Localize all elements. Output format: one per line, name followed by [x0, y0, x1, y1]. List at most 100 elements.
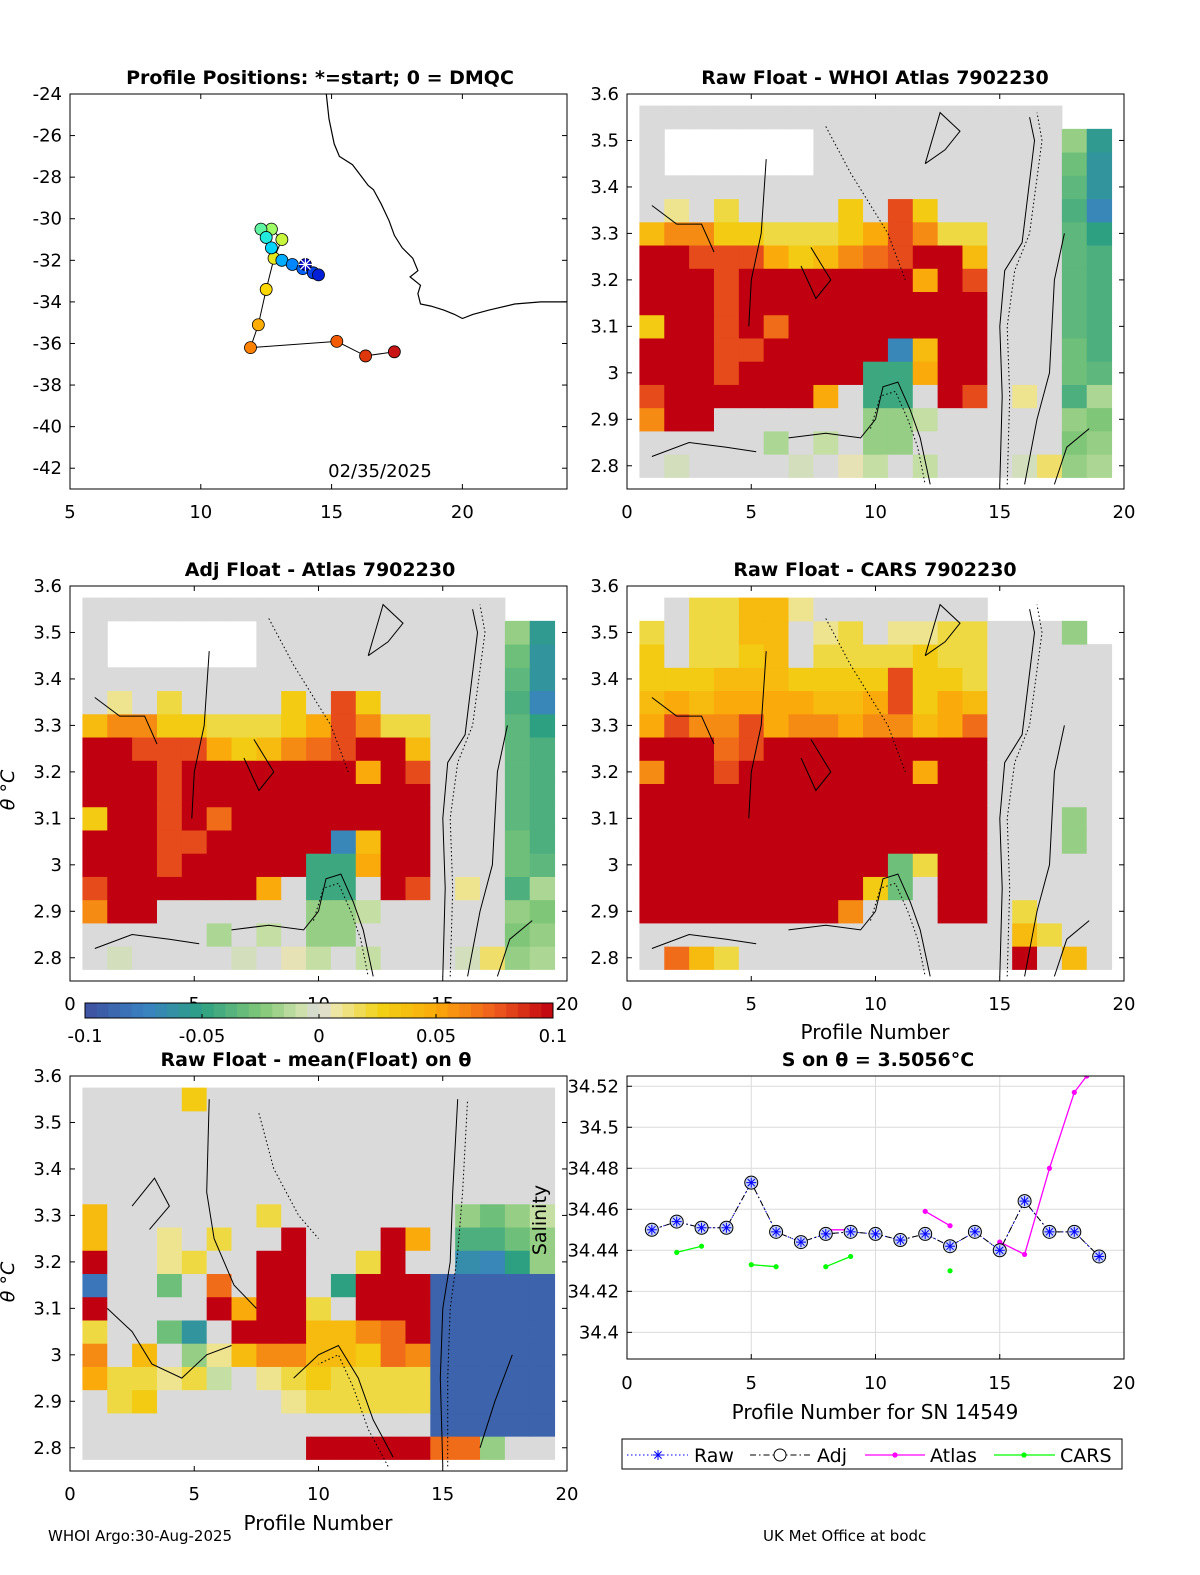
x-tick-label: 10: [864, 994, 887, 1015]
heatmap-cell: [788, 783, 814, 808]
heatmap-cell: [355, 899, 382, 924]
heatmap-cell: [306, 946, 332, 970]
heatmap-cell: [529, 737, 556, 761]
heatmap-cell: [788, 314, 814, 339]
heatmap-cell: [281, 1343, 307, 1367]
heatmap-cell: [529, 899, 556, 924]
heatmap-cell: [887, 245, 914, 269]
heatmap-cell: [937, 737, 963, 761]
heatmap-cell: [405, 806, 431, 831]
heatmap-cell: [1012, 198, 1038, 223]
heatmap-cell: [330, 1087, 357, 1112]
heatmap-cell: [82, 620, 108, 645]
x-tick-label: 5: [189, 1484, 200, 1505]
heatmap-cell: [763, 737, 790, 761]
heatmap-cell: [713, 221, 740, 246]
x-tick-label: 10: [189, 502, 212, 523]
heatmap-cell: [405, 1273, 431, 1298]
heatmap-cell: [887, 922, 914, 947]
heatmap-cell: [838, 620, 864, 645]
heatmap-cell: [689, 760, 715, 784]
heatmap-cell: [330, 946, 357, 970]
cars-point: [947, 1268, 953, 1274]
heatmap-cell: [132, 1134, 158, 1158]
heatmap-cell: [206, 1227, 233, 1251]
heatmap-cell: [838, 853, 864, 877]
heatmap-cell: [912, 384, 939, 409]
heatmap-cell: [1012, 620, 1038, 645]
heatmap-cell: [763, 105, 790, 130]
heatmap-cell: [639, 853, 665, 877]
heatmap-cell: [987, 922, 1013, 947]
heatmap-cell: [887, 597, 914, 622]
heatmap-cell: [1037, 876, 1063, 901]
heatmap-cell: [838, 128, 864, 153]
raw-cars-xlabel: Profile Number: [801, 1020, 951, 1044]
atlas-point: [947, 1223, 953, 1229]
heatmap-cell: [1037, 760, 1063, 784]
heatmap-cell: [206, 1389, 233, 1414]
heatmap-cell: [738, 899, 765, 924]
heatmap-cell: [863, 737, 889, 761]
cars-line: [676, 1245, 702, 1254]
heatmap-cell: [156, 1343, 183, 1367]
heatmap-cell: [156, 737, 183, 761]
heatmap-cell: [306, 620, 332, 645]
heatmap-cell: [380, 667, 406, 692]
y-tick-label: -28: [33, 167, 62, 188]
heatmap-cell: [380, 922, 406, 947]
y-tick-label: 3.3: [590, 715, 619, 736]
heatmap-cell: [156, 1273, 183, 1298]
heatmap-cell: [380, 829, 406, 854]
heatmap-cell: [181, 899, 208, 924]
heatmap-cell: [912, 175, 939, 200]
heatmap-cell: [132, 853, 158, 877]
heatmap-cell: [380, 1343, 406, 1367]
heatmap-cell: [912, 291, 939, 316]
heatmap-cell: [863, 175, 889, 200]
heatmap-cell: [813, 152, 839, 176]
heatmap-cell: [82, 1157, 108, 1182]
heatmap-cell: [82, 667, 108, 692]
heatmap-cell: [813, 922, 839, 947]
heatmap-cell: [405, 1412, 431, 1437]
heatmap-cell: [529, 876, 556, 901]
heatmap-cell: [380, 1110, 406, 1135]
heatmap-cell: [455, 1157, 481, 1182]
heatmap-cell: [788, 221, 814, 246]
heatmap-cell: [206, 1203, 233, 1228]
heatmap-cell: [1086, 760, 1113, 784]
raw-cars-panel: Raw Float - CARS 7902230 0 5 10 15 20 2.8 2.9 3…: [590, 559, 1135, 1044]
salinity-plot-area: [644, 1076, 1107, 1274]
heatmap-cell: [504, 1110, 531, 1135]
heatmap-cell: [788, 760, 814, 784]
heatmap-cell: [181, 1250, 208, 1274]
heatmap-cell: [231, 597, 257, 622]
heatmap-cell: [937, 853, 963, 877]
heatmap-cell: [529, 1203, 556, 1228]
heatmap-cell: [306, 806, 332, 831]
heatmap-cell: [738, 922, 765, 947]
heatmap-cell: [713, 760, 740, 784]
heatmap-cell: [355, 806, 382, 831]
heatmap-cell: [231, 1180, 257, 1205]
heatmap-cell: [504, 644, 531, 668]
heatmap-cell: [937, 361, 963, 385]
heatmap-cell: [181, 1227, 208, 1251]
y-tick-label: -40: [33, 417, 62, 438]
heatmap-cell: [813, 620, 839, 645]
heatmap-cell: [206, 1273, 233, 1298]
raw-point: [1094, 1251, 1105, 1262]
heatmap-cell: [455, 1227, 481, 1251]
heatmap-cell: [256, 1296, 282, 1321]
heatmap-cell: [430, 829, 456, 854]
heatmap-cell: [330, 1134, 357, 1158]
heatmap-cell: [664, 876, 690, 901]
heatmap-cell: [838, 221, 864, 246]
heatmap-cell: [689, 175, 715, 200]
y-tick-label: 3: [51, 1345, 62, 1366]
heatmap-cell: [405, 1110, 431, 1135]
heatmap-cell: [1012, 361, 1038, 385]
heatmap-cell: [107, 1412, 133, 1437]
heatmap-cell: [664, 644, 690, 668]
